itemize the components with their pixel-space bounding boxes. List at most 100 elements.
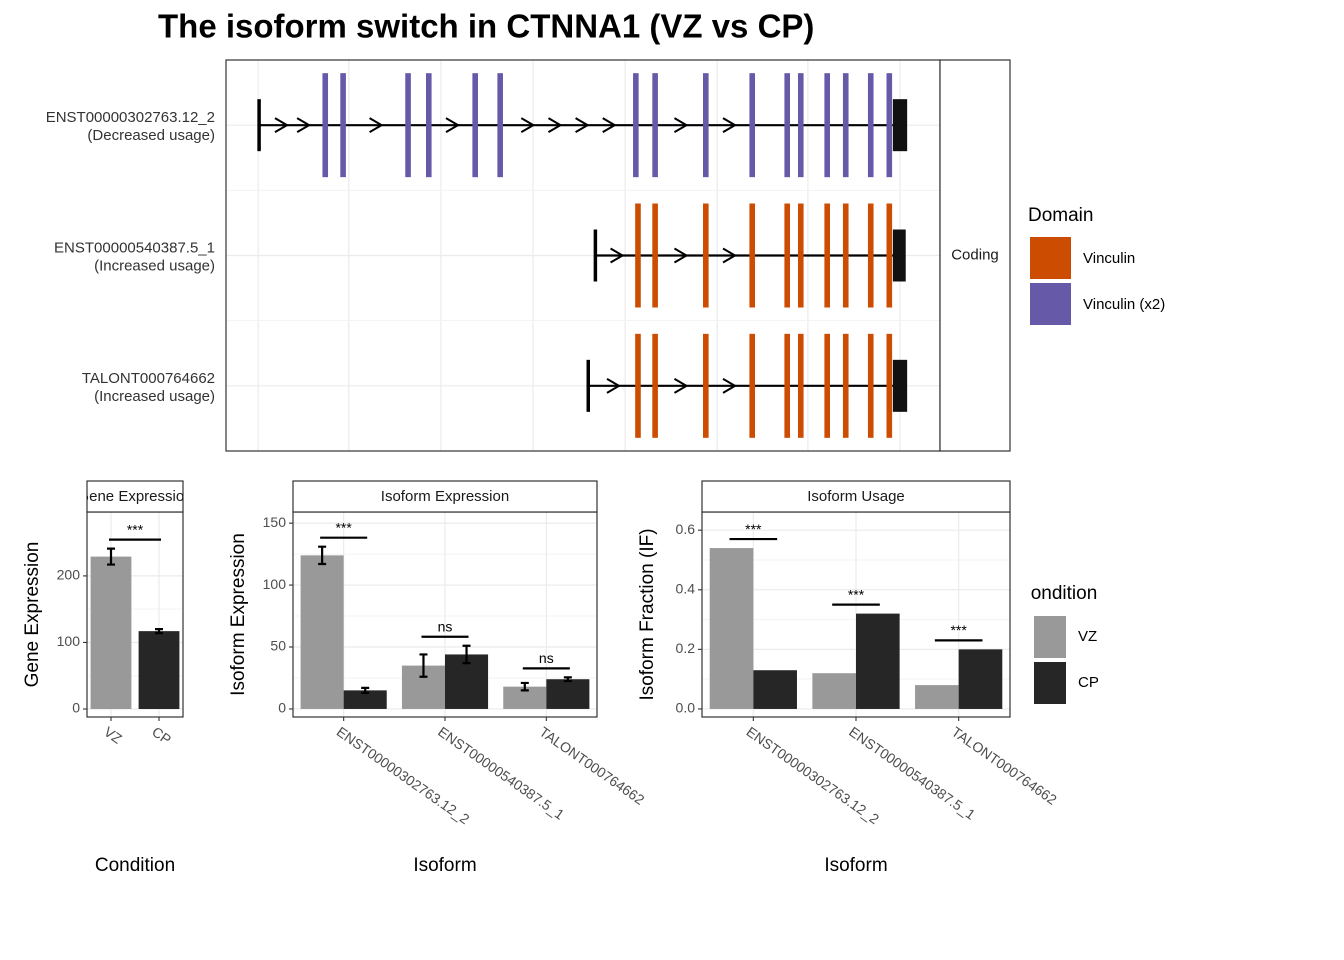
exon (633, 73, 639, 178)
x-axis-title: Isoform (413, 855, 476, 876)
significance-label: *** (127, 521, 144, 537)
exon (784, 73, 791, 178)
exon (784, 333, 791, 438)
intron-arrow (274, 117, 289, 134)
error-bar (107, 547, 115, 566)
error-bar (520, 681, 529, 692)
exon (703, 333, 709, 438)
y-tick-label: 0.6 (676, 521, 696, 537)
strip (701, 480, 1011, 513)
exon (867, 73, 874, 178)
y-tick-label: 200 (57, 567, 81, 583)
coding-end (892, 229, 906, 282)
intron-arrow (520, 117, 536, 134)
bar (753, 670, 797, 709)
exon (652, 73, 658, 178)
y-tick-label: 0 (278, 700, 286, 716)
transcript-note: (Increased usage) (94, 257, 215, 274)
exon (842, 203, 849, 308)
error-bar (155, 628, 163, 635)
exon (784, 203, 791, 308)
transcript-note: (Decreased usage) (87, 127, 215, 144)
legend-key (1030, 283, 1071, 325)
significance-label: *** (950, 622, 967, 638)
significance-label: ns (438, 618, 453, 634)
legend-title: Condition (1017, 583, 1097, 604)
error-bar (462, 644, 471, 665)
x-tick-label: CP (149, 723, 174, 747)
y-axis-title: Isoform Expression (228, 533, 249, 696)
intron-arrow (547, 117, 563, 134)
error-bar (419, 653, 428, 678)
y-axis-title: Isoform Fraction (IF) (637, 528, 658, 700)
y-tick-label: 50 (270, 638, 286, 654)
strip-label: Isoform Expression (381, 488, 509, 505)
bar (812, 673, 856, 709)
bar (138, 631, 180, 710)
legend-label: Vinculin (1083, 250, 1135, 267)
exon (797, 73, 804, 178)
exon (703, 203, 709, 308)
x-tick-label: TALONT000764662 (536, 723, 647, 808)
coding-end (892, 359, 908, 412)
exon (842, 333, 849, 438)
strip (939, 59, 1011, 452)
y-tick-label: 0.4 (676, 580, 696, 596)
significance-label: *** (848, 586, 865, 602)
exon (886, 203, 893, 308)
legend-label: VZ (1078, 628, 1097, 645)
intron-arrow (575, 117, 590, 134)
intron-arrow (610, 247, 625, 264)
exon (652, 203, 658, 308)
figure-title: The isoform switch in CTNNA1 (VZ vs CP) (158, 8, 814, 45)
exon (497, 73, 503, 178)
y-tick-label: 100 (57, 633, 81, 649)
exon (635, 333, 641, 438)
intron-arrow (369, 117, 384, 134)
bar (709, 548, 754, 709)
bar (856, 613, 900, 709)
legend-title: Domain (1028, 205, 1093, 226)
y-tick-label: 0.0 (676, 700, 696, 716)
y-axis-title: Gene Expression (22, 542, 43, 688)
x-axis-title: Isoform (824, 855, 887, 876)
error-bar (361, 686, 370, 694)
legend-key (1034, 616, 1066, 658)
transcript-start (257, 99, 261, 152)
bar (915, 685, 959, 709)
exon (824, 73, 830, 178)
intron-arrow (673, 117, 689, 134)
intron-arrow (673, 247, 689, 264)
error-bar (318, 545, 327, 566)
exon (652, 333, 658, 438)
y-tick-label: 150 (263, 514, 287, 530)
exon (703, 73, 709, 178)
strip (292, 480, 598, 513)
exon (867, 333, 874, 438)
intron-arrow (445, 117, 460, 134)
transcript-start (593, 229, 598, 282)
exon (749, 203, 756, 308)
error-bar (563, 676, 572, 683)
exon (472, 73, 478, 178)
transcript-name: ENST00000302763.12_2 (46, 109, 215, 126)
strip-label: Isoform Usage (807, 488, 905, 505)
x-tick-label: TALONT000764662 (949, 723, 1060, 808)
strip (86, 480, 184, 513)
significance-label: ns (539, 650, 554, 666)
transcript-name: TALONT000764662 (82, 370, 215, 387)
strip-label: Coding (951, 246, 999, 263)
legend-label: Vinculin (x2) (1083, 296, 1165, 313)
significance-label: *** (335, 519, 352, 535)
exon (797, 333, 804, 438)
y-tick-label: 0 (72, 700, 80, 716)
transcript-note: (Increased usage) (94, 388, 215, 405)
significance-label: *** (745, 521, 762, 537)
legend-key (1030, 237, 1071, 279)
intron-arrow (722, 377, 737, 394)
legend-label: CP (1078, 674, 1099, 691)
exon (405, 73, 411, 178)
transcript-start (586, 359, 590, 412)
intron-arrow (722, 117, 737, 134)
